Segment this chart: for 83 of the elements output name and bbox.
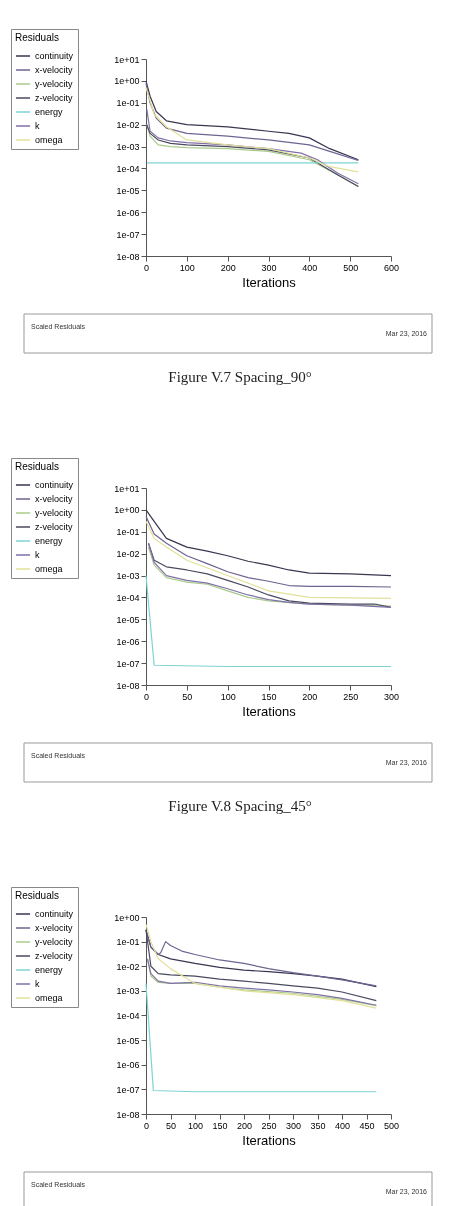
text: Figure V.7 Spacing_90° <box>168 369 312 385</box>
y-tick-label: 1e-02 <box>116 961 140 972</box>
y-tick-label: 1e-08 <box>116 251 140 262</box>
x-tick-label: 350 <box>310 1120 326 1131</box>
x-tick-label: 250 <box>261 1120 277 1131</box>
x-tick-label: 50 <box>165 1120 177 1131</box>
x-axis-title: Iterations <box>242 274 297 290</box>
x-tick-label: 200 <box>236 1120 253 1131</box>
x-tick-label: 200 <box>220 262 236 273</box>
y-tick-label: 1e-05 <box>116 1035 140 1046</box>
y-tick-label: 1e+00 <box>114 505 140 516</box>
x-tick-label: 300 <box>261 262 277 273</box>
text: Figure V.8 Spacing_45° <box>168 798 312 814</box>
y-tick-label: 1e-08 <box>116 1109 140 1120</box>
y-tick-label: 1e-05 <box>116 614 140 625</box>
legend-title: Residuals <box>15 32 59 43</box>
x-axis-title: Iterations <box>242 1132 297 1148</box>
x-axis-title: Iterations <box>242 703 297 719</box>
legend-label: continuity <box>35 909 74 919</box>
x-tick-label: 0 <box>143 1120 150 1131</box>
legend-label: x-velocity <box>35 494 74 504</box>
legend-label: continuity <box>35 51 74 61</box>
y-tick-label: 1e+00 <box>114 76 140 87</box>
legend-title: Residuals <box>15 890 59 901</box>
legend-label: energy <box>35 536 64 546</box>
x-tick-label: 100 <box>220 691 236 702</box>
x-tick-label: 100 <box>187 1120 204 1131</box>
legend-label: omega <box>35 564 63 574</box>
x-tick-label: 400 <box>302 262 318 273</box>
x-tick-label: 250 <box>343 691 359 702</box>
legend-label: k <box>35 979 40 989</box>
y-tick-label: 1e-02 <box>116 120 140 131</box>
legend-label: k <box>35 550 40 560</box>
x-tick-label: 0 <box>143 691 150 702</box>
y-tick-label: 1e+01 <box>114 54 140 65</box>
legend-title: Residuals <box>15 461 59 472</box>
legend-label: energy <box>35 107 64 117</box>
y-tick-label: 1e-01 <box>116 937 140 948</box>
x-tick-label: 150 <box>212 1120 228 1131</box>
x-tick-label: 150 <box>261 691 277 702</box>
y-tick-label: 1e-02 <box>116 549 140 560</box>
y-tick-label: 1e+00 <box>114 912 140 923</box>
x-tick-label: 50 <box>182 691 193 702</box>
x-tick-label: 0 <box>143 262 150 273</box>
y-tick-label: 1e-04 <box>116 1011 140 1021</box>
x-tick-label: 400 <box>334 1120 351 1131</box>
legend-label: x-velocity <box>35 65 74 75</box>
y-tick-label: 1e+01 <box>114 483 140 494</box>
y-tick-label: 1e-01 <box>116 527 140 538</box>
legend-label: energy <box>35 965 64 975</box>
y-tick-label: 1e-07 <box>116 229 140 240</box>
legend-label: y-velocity <box>35 508 74 518</box>
y-tick-label: 1e-06 <box>116 1060 140 1071</box>
y-tick-label: 1e-07 <box>116 1084 140 1095</box>
y-tick-label: 1e-06 <box>116 636 140 647</box>
y-tick-label: 1e-04 <box>116 592 140 603</box>
x-tick-label: 500 <box>383 1120 400 1131</box>
x-tick-label: 300 <box>285 1120 302 1131</box>
legend-label: k <box>35 121 40 131</box>
y-tick-label: 1e-03 <box>116 142 140 153</box>
x-tick-label: 200 <box>302 691 318 702</box>
legend-label: continuity <box>35 480 74 490</box>
x-tick-label: 450 <box>359 1120 375 1131</box>
y-tick-label: 1e-03 <box>116 986 140 997</box>
y-tick-label: 1e-04 <box>116 163 140 174</box>
y-tick-label: 1e-05 <box>116 185 140 196</box>
legend-label: z-velocity <box>35 93 74 103</box>
legend-label: z-velocity <box>35 951 74 961</box>
legend-label: x-velocity <box>35 923 74 933</box>
y-tick-label: 1e-08 <box>116 680 140 691</box>
x-tick-label: 100 <box>179 262 195 273</box>
x-tick-label: 500 <box>343 262 359 273</box>
legend-label: omega <box>35 993 63 1003</box>
legend-label: z-velocity <box>35 522 74 532</box>
y-tick-label: 1e-07 <box>116 658 140 669</box>
x-tick-label: 600 <box>383 262 400 273</box>
legend-label: omega <box>35 135 63 145</box>
y-tick-label: 1e-06 <box>116 207 140 218</box>
y-tick-label: 1e-01 <box>116 98 140 109</box>
y-tick-label: 1e-03 <box>116 571 140 582</box>
x-tick-label: 300 <box>383 691 400 702</box>
legend-label: y-velocity <box>35 937 74 947</box>
legend-label: y-velocity <box>35 79 74 89</box>
